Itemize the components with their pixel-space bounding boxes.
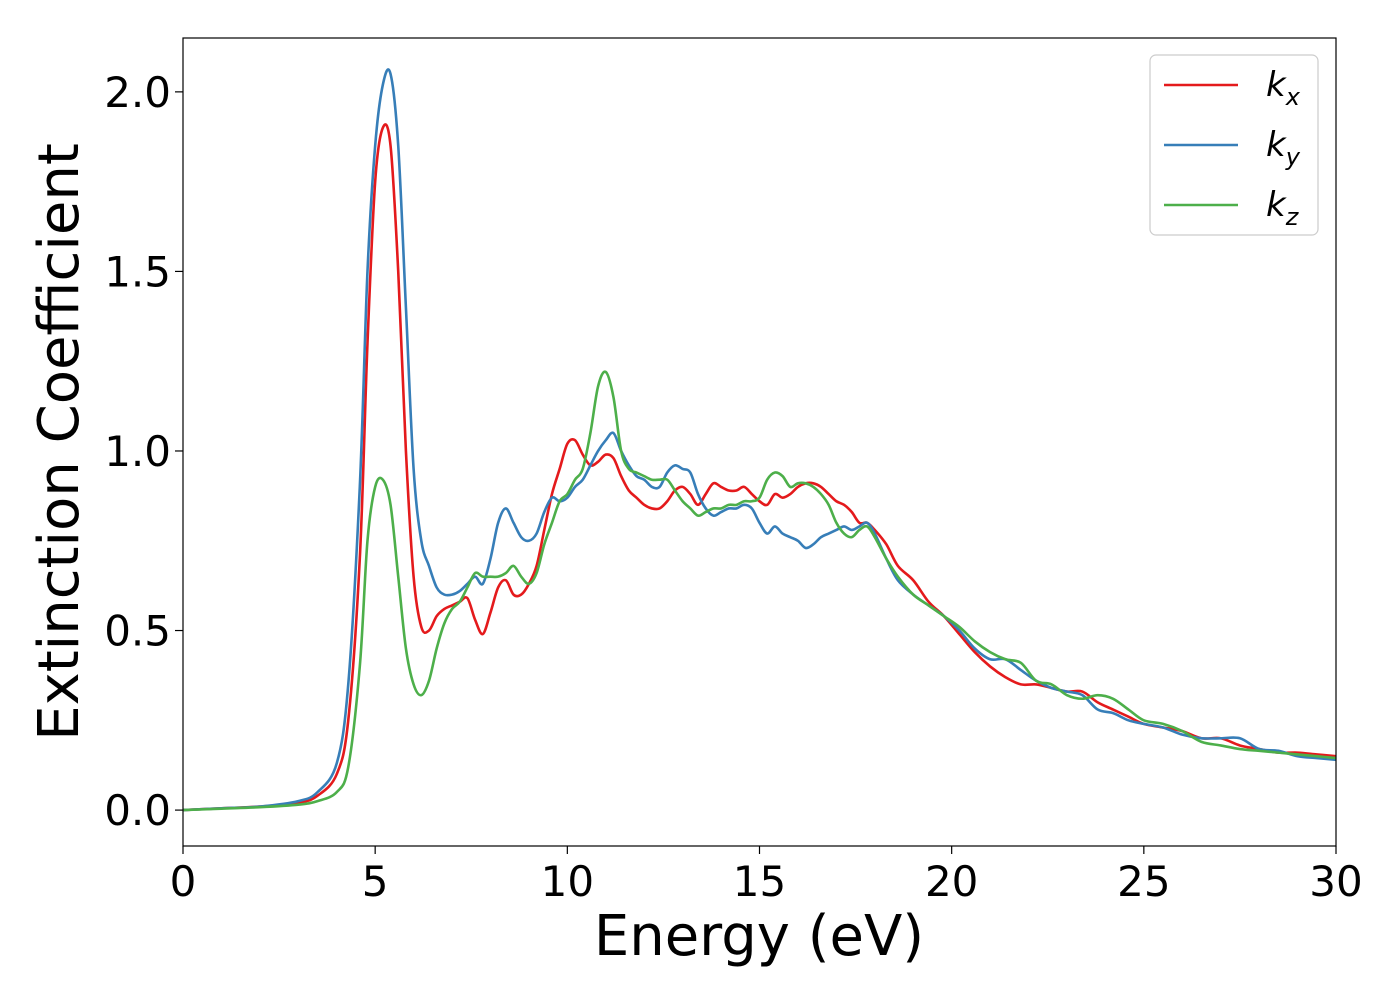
legend-label-subscript: y: [1285, 143, 1301, 171]
series-line-x: [183, 123, 1336, 812]
y-tick-label: 0.0: [104, 786, 171, 835]
legend-label-main: k: [1266, 65, 1287, 105]
x-tick-label: 25: [1117, 857, 1170, 906]
x-tick-label: 30: [1309, 857, 1362, 906]
y-tick-label: 2.0: [104, 68, 171, 117]
legend-label-z: kz: [1266, 185, 1300, 231]
x-tick-label: 20: [925, 857, 978, 906]
x-tick-label: 15: [733, 857, 786, 906]
y-tick-label: 0.5: [104, 607, 171, 656]
x-tick-label: 5: [362, 857, 389, 906]
legend-label-x: kx: [1266, 65, 1301, 111]
legend-label-subscript: x: [1285, 83, 1301, 111]
y-tick-label: 1.0: [104, 427, 171, 476]
legend-label-main: k: [1266, 185, 1287, 225]
series-layer: [183, 68, 1336, 812]
legend-label-y: ky: [1266, 125, 1301, 171]
y-tick-label: 1.5: [104, 247, 171, 296]
x-axis: 0 5 10 15 20 25 30: [170, 846, 1363, 906]
y-axis-label: Extinction Coefficient: [27, 143, 92, 741]
y-axis: 0.0 0.5 1.0 1.5 2.0: [104, 68, 183, 835]
series-line-y: [183, 68, 1336, 812]
x-tick-label: 10: [541, 857, 594, 906]
legend-label-main: k: [1266, 125, 1287, 165]
series-line-z: [183, 370, 1336, 812]
x-axis-label: Energy (eV): [594, 904, 924, 969]
x-tick-label: 0: [170, 857, 197, 906]
legend-label-subscript: z: [1285, 203, 1300, 231]
